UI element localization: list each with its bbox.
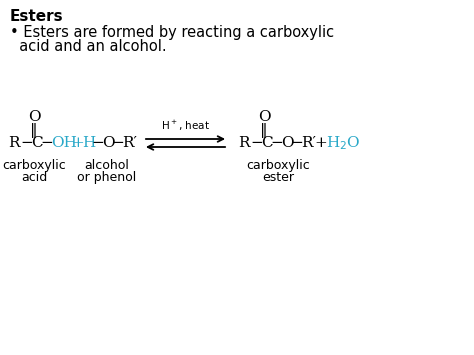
Text: −: − <box>91 136 104 150</box>
Text: carboxylic: carboxylic <box>246 159 310 172</box>
Text: C: C <box>31 136 43 150</box>
Text: acid: acid <box>21 171 47 184</box>
Text: R′: R′ <box>122 136 137 150</box>
Text: O: O <box>281 136 293 150</box>
Text: −: − <box>250 136 263 150</box>
Text: H$_2$O: H$_2$O <box>326 134 360 152</box>
Text: H: H <box>82 136 95 150</box>
Text: −: − <box>20 136 33 150</box>
Text: −: − <box>290 136 303 150</box>
Text: ester: ester <box>262 171 294 184</box>
Text: −: − <box>270 136 283 150</box>
Text: or phenol: or phenol <box>77 171 137 184</box>
Text: Esters: Esters <box>10 9 64 24</box>
Text: −: − <box>111 136 124 150</box>
Text: R′: R′ <box>301 136 316 150</box>
Text: O: O <box>102 136 115 150</box>
Text: R: R <box>8 136 19 150</box>
Text: +: + <box>71 136 84 150</box>
Text: • Esters are formed by reacting a carboxylic: • Esters are formed by reacting a carbox… <box>10 25 334 40</box>
Text: C: C <box>261 136 273 150</box>
Text: R: R <box>238 136 249 150</box>
Text: −: − <box>40 136 53 150</box>
Text: OH: OH <box>51 136 77 150</box>
Text: ‖: ‖ <box>30 124 38 138</box>
Text: O: O <box>27 110 40 124</box>
Text: acid and an alcohol.: acid and an alcohol. <box>10 39 167 54</box>
Text: alcohol: alcohol <box>84 159 129 172</box>
Text: carboxylic: carboxylic <box>2 159 66 172</box>
Text: ‖: ‖ <box>260 124 268 138</box>
Text: +: + <box>314 136 327 150</box>
Text: H$^+$, heat: H$^+$, heat <box>161 119 210 133</box>
Text: O: O <box>258 110 270 124</box>
